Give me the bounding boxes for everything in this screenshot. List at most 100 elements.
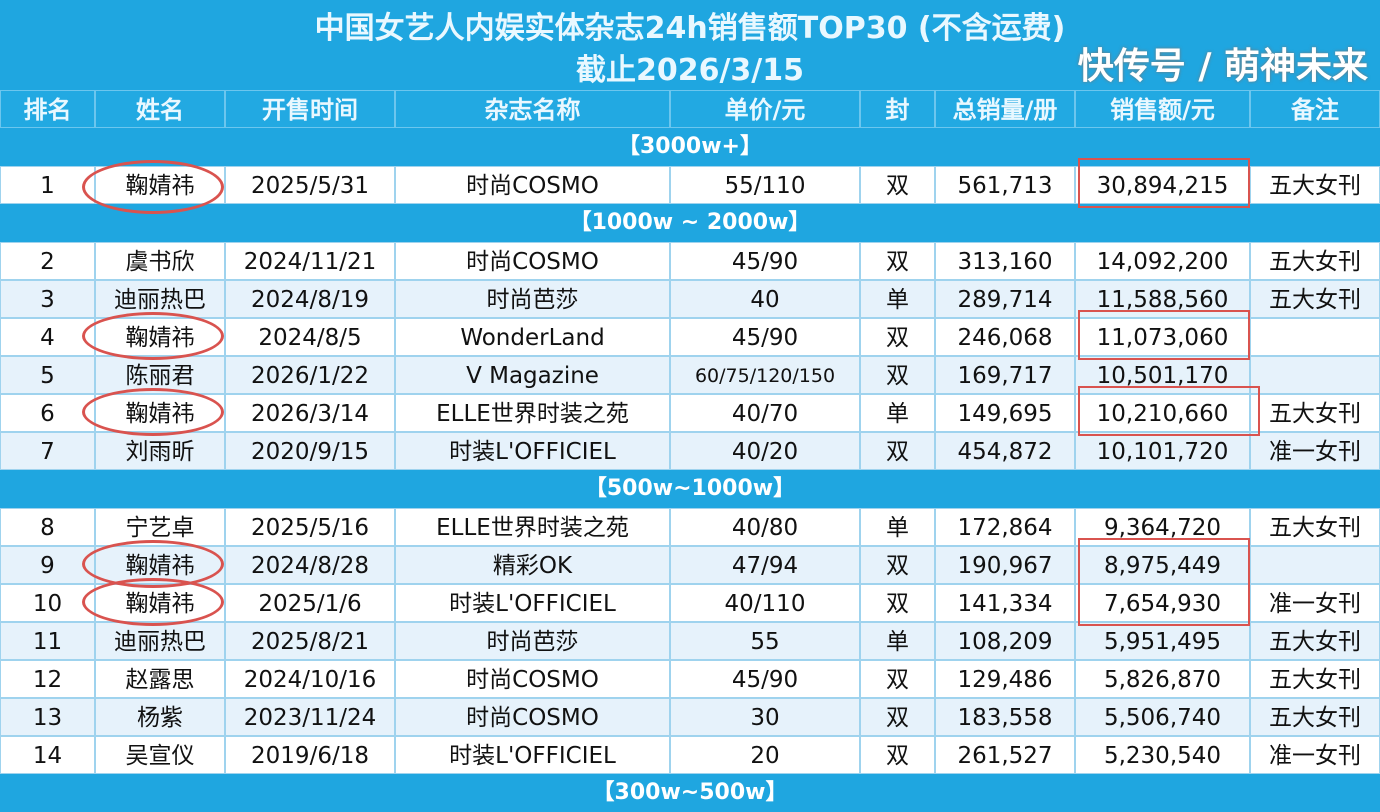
table-cell: 2025/1/6 bbox=[225, 584, 395, 622]
table-cell: 4 bbox=[0, 318, 95, 356]
table-cell: 时装L'OFFICIEL bbox=[395, 584, 670, 622]
table-cell: 双 bbox=[860, 242, 935, 280]
section-header: 【1000w ~ 2000w】 bbox=[0, 204, 1380, 242]
table-row: 14 吴宣仪 2019/6/18 时装L'OFFICIEL 20 双 261,527 5,23… bbox=[0, 736, 1380, 774]
table-cell: 289,714 bbox=[935, 280, 1075, 318]
table-row: 1 鞠婧祎 2025/5/31 时尚COSMO 55/110 双 561,713 30,894… bbox=[0, 166, 1380, 204]
table-cell: 9 bbox=[0, 546, 95, 584]
column-header: 单价/元 bbox=[670, 90, 860, 128]
table-cell: V Magazine bbox=[395, 356, 670, 394]
table-cell: 141,334 bbox=[935, 584, 1075, 622]
table-cell: 55/110 bbox=[670, 166, 860, 204]
table-row: 2 虞书欣 2024/11/21 时尚COSMO 45/90 双 313,160 14,092… bbox=[0, 242, 1380, 280]
table-cell: 准一女刊 bbox=[1250, 584, 1380, 622]
table-cell: 双 bbox=[860, 432, 935, 470]
table-cell: 3 bbox=[0, 280, 95, 318]
table-cell: 129,486 bbox=[935, 660, 1075, 698]
table-cell: 时装L'OFFICIEL bbox=[395, 736, 670, 774]
section-header: 【500w~1000w】 bbox=[0, 470, 1380, 508]
table-cell: 7,654,930 bbox=[1075, 584, 1250, 622]
table-row: 12 赵露思 2024/10/16 时尚COSMO 45/90 双 129,486 5,826… bbox=[0, 660, 1380, 698]
table-cell: 五大女刊 bbox=[1250, 242, 1380, 280]
table-cell: 55 bbox=[670, 622, 860, 660]
table-cell: 2 bbox=[0, 242, 95, 280]
table-cell: 2025/5/16 bbox=[225, 508, 395, 546]
column-header: 封 bbox=[860, 90, 935, 128]
table-cell: 鞠婧祎 bbox=[95, 166, 225, 204]
table-cell: 单 bbox=[860, 280, 935, 318]
table-cell: 双 bbox=[860, 546, 935, 584]
table-cell: 10,501,170 bbox=[1075, 356, 1250, 394]
table-cell: 313,160 bbox=[935, 242, 1075, 280]
column-header: 开售时间 bbox=[225, 90, 395, 128]
table-cell: 准一女刊 bbox=[1250, 736, 1380, 774]
table-cell: 40/80 bbox=[670, 508, 860, 546]
table-cell bbox=[1250, 318, 1380, 356]
table-row: 13 杨紫 2023/11/24 时尚COSMO 30 双 183,558 5,506,740… bbox=[0, 698, 1380, 736]
table-cell: 2024/8/5 bbox=[225, 318, 395, 356]
table-cell: 10 bbox=[0, 584, 95, 622]
table-cell: 10,101,720 bbox=[1075, 432, 1250, 470]
table-cell: 2025/8/21 bbox=[225, 622, 395, 660]
table-cell: 30 bbox=[670, 698, 860, 736]
table-cell: 五大女刊 bbox=[1250, 280, 1380, 318]
table-cell: 13 bbox=[0, 698, 95, 736]
table-cell: 60/75/120/150 bbox=[670, 356, 860, 394]
table-cell: 169,717 bbox=[935, 356, 1075, 394]
table-cell: 准一女刊 bbox=[1250, 432, 1380, 470]
table-cell: 20 bbox=[670, 736, 860, 774]
section-header: 【300w~500w】 bbox=[0, 774, 1380, 812]
table-cell: 刘雨昕 bbox=[95, 432, 225, 470]
table-cell: 时尚COSMO bbox=[395, 698, 670, 736]
table-cell: 454,872 bbox=[935, 432, 1075, 470]
table-cell: 40 bbox=[670, 280, 860, 318]
table-row: 6 鞠婧祎 2026/3/14 ELLE世界时装之苑 40/70 单 149,695 10,2… bbox=[0, 394, 1380, 432]
table-cell: 10,210,660 bbox=[1075, 394, 1250, 432]
table-cell: 双 bbox=[860, 356, 935, 394]
table-cell: 五大女刊 bbox=[1250, 622, 1380, 660]
table-cell: 45/90 bbox=[670, 318, 860, 356]
table-cell: 鞠婧祎 bbox=[95, 318, 225, 356]
table-cell: 2026/3/14 bbox=[225, 394, 395, 432]
table-cell: 8,975,449 bbox=[1075, 546, 1250, 584]
table-cell: 1 bbox=[0, 166, 95, 204]
table-cell: 时装L'OFFICIEL bbox=[395, 432, 670, 470]
table-cell: 鞠婧祎 bbox=[95, 584, 225, 622]
table-cell: 5,826,870 bbox=[1075, 660, 1250, 698]
table-cell: 108,209 bbox=[935, 622, 1075, 660]
watermark: 快传号 / 萌神未来 bbox=[1077, 46, 1368, 87]
table-cell: 宁艺卓 bbox=[95, 508, 225, 546]
table-cell: WonderLand bbox=[395, 318, 670, 356]
table-cell: 时尚芭莎 bbox=[395, 622, 670, 660]
table-cell: 47/94 bbox=[670, 546, 860, 584]
table-cell: 6 bbox=[0, 394, 95, 432]
table-cell: 190,967 bbox=[935, 546, 1075, 584]
table-row: 5 陈丽君 2026/1/22 V Magazine 60/75/120/150 双 169… bbox=[0, 356, 1380, 394]
table-cell: 五大女刊 bbox=[1250, 166, 1380, 204]
table-cell: 时尚COSMO bbox=[395, 166, 670, 204]
table-cell: 183,558 bbox=[935, 698, 1075, 736]
section-header: 【3000w+】 bbox=[0, 128, 1380, 166]
table-cell: 双 bbox=[860, 166, 935, 204]
table-row: 9 鞠婧祎 2024/8/28 精彩OK 47/94 双 190,967 8,975,449 bbox=[0, 546, 1380, 584]
table-cell: 赵露思 bbox=[95, 660, 225, 698]
table-cell: 单 bbox=[860, 508, 935, 546]
table-cell: 双 bbox=[860, 736, 935, 774]
table-cell: 双 bbox=[860, 584, 935, 622]
column-header: 排名 bbox=[0, 90, 95, 128]
table-cell: 五大女刊 bbox=[1250, 508, 1380, 546]
column-header: 总销量/册 bbox=[935, 90, 1075, 128]
table-cell: 5,951,495 bbox=[1075, 622, 1250, 660]
table-title: 中国女艺人内娱实体杂志24h销售额TOP30 (不含运费) 截止2026/3/1… bbox=[0, 0, 1380, 90]
table-cell: 14 bbox=[0, 736, 95, 774]
table-cell: 14,092,200 bbox=[1075, 242, 1250, 280]
table-cell: 迪丽热巴 bbox=[95, 280, 225, 318]
table-cell: 261,527 bbox=[935, 736, 1075, 774]
table-cell: 2024/8/19 bbox=[225, 280, 395, 318]
table-cell: 陈丽君 bbox=[95, 356, 225, 394]
table-cell: 精彩OK bbox=[395, 546, 670, 584]
table-cell: 2026/1/22 bbox=[225, 356, 395, 394]
subtitle-text: 截止2026/3/15 bbox=[575, 53, 805, 88]
table-cell: 2024/11/21 bbox=[225, 242, 395, 280]
table-cell: 8 bbox=[0, 508, 95, 546]
